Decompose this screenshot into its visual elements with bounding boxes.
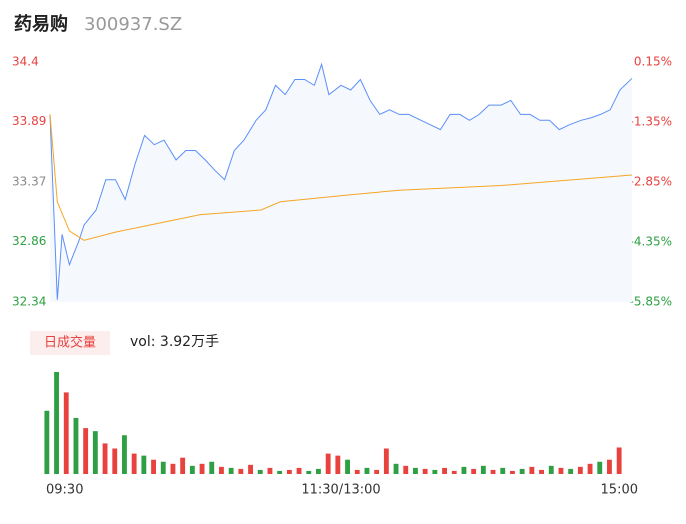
volume-bar <box>471 468 477 474</box>
volume-bar <box>335 455 341 474</box>
volume-bar <box>500 467 506 474</box>
y2-tick-label: -5.85% <box>630 295 672 309</box>
legend-box <box>30 331 110 355</box>
volume-bar <box>451 470 457 474</box>
x-tick-label: 11:30/13:00 <box>301 483 380 498</box>
volume-bar <box>364 467 370 474</box>
volume-bar <box>238 468 244 474</box>
volume-bar <box>92 431 98 474</box>
average-line <box>49 114 633 241</box>
volume-bar <box>510 470 515 474</box>
volume-bar <box>180 457 186 474</box>
volume-bar <box>607 459 612 474</box>
y-tick-label: 33.89 <box>12 114 46 128</box>
price-line <box>49 62 633 300</box>
volume-bar <box>539 469 544 474</box>
volume-bar <box>558 467 564 474</box>
volume-bar <box>122 435 127 474</box>
volume-bar <box>306 470 312 474</box>
volume-bar <box>325 453 331 474</box>
volume-bar <box>209 461 215 474</box>
y2-tick-label: -1.35% <box>630 115 672 129</box>
volume-annotation: vol: 3.92万手 <box>130 334 219 350</box>
volume-bar <box>374 469 380 474</box>
volume-bar <box>587 463 593 474</box>
volume-bar <box>461 466 467 474</box>
volume-bar <box>413 467 418 474</box>
y-tick-label: 34.4 <box>12 55 39 69</box>
volume-bar <box>432 469 438 474</box>
y2-tick-label: -4.35% <box>630 235 672 249</box>
y-tick-label: 32.86 <box>12 234 46 248</box>
volume-bar <box>296 467 302 474</box>
volume-bar <box>597 461 603 474</box>
volume-bar <box>63 392 69 474</box>
volume-bar <box>170 463 176 474</box>
volume-bar <box>257 469 263 474</box>
volume-bar <box>199 463 205 474</box>
volume-bar <box>354 469 360 474</box>
volume-bar <box>267 467 273 474</box>
volume-bar <box>112 448 118 474</box>
volume-bar <box>393 463 399 474</box>
volume-bar <box>248 464 253 474</box>
y-tick-label: 32.34 <box>12 295 46 309</box>
y-tick-label: 33.37 <box>12 175 46 189</box>
volume-bar <box>616 447 622 474</box>
x-tick-label: 15:00 <box>601 483 638 498</box>
volume-bar <box>73 417 79 474</box>
volume-bar <box>189 465 195 474</box>
volume-bar <box>286 469 292 474</box>
volume-bar <box>131 453 137 474</box>
x-tick-label: 09:30 <box>46 483 83 498</box>
volume-bar <box>403 465 409 474</box>
price-area <box>50 64 632 302</box>
volume-bar <box>44 410 50 474</box>
y2-tick-label: 0.15% <box>634 55 672 69</box>
volume-bar <box>529 466 535 474</box>
volume-bar <box>480 465 486 474</box>
volume-bar <box>316 468 321 474</box>
volume-bar <box>151 459 156 474</box>
stock-name: 药易购 <box>14 13 68 35</box>
volume-bar <box>345 459 350 474</box>
volume-bar <box>490 469 496 474</box>
volume-bar <box>54 372 59 474</box>
volume-bar <box>422 468 428 474</box>
volume-bar <box>383 448 389 474</box>
volume-legend: 日成交量 <box>44 335 96 351</box>
volume-bar <box>160 461 166 474</box>
stock-code: 300937.SZ <box>84 14 182 35</box>
volume-bar <box>548 465 554 474</box>
volume-bar <box>277 470 283 474</box>
volume-bar <box>102 443 108 474</box>
volume-bar <box>219 466 224 474</box>
volume-bar <box>83 428 89 474</box>
volume-bar <box>228 467 234 474</box>
volume-bar <box>577 466 583 474</box>
y2-tick-label: -2.85% <box>630 175 672 189</box>
volume-bar <box>568 468 574 474</box>
volume-bar <box>519 468 525 474</box>
volume-bar <box>442 467 447 474</box>
volume-bar <box>141 455 147 474</box>
